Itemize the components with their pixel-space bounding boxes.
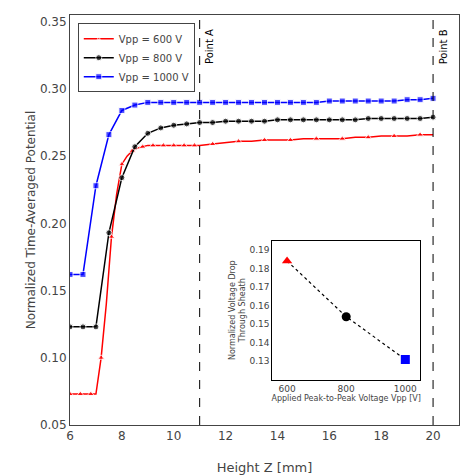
svg-text:0.15: 0.15 bbox=[40, 284, 67, 298]
svg-text:Normalized Voltage DropThrough: Normalized Voltage DropThrough Sheath bbox=[228, 260, 247, 360]
svg-text:10: 10 bbox=[166, 429, 181, 443]
svg-text:Height Z [mm]: Height Z [mm] bbox=[217, 460, 313, 475]
svg-text:800: 800 bbox=[338, 384, 355, 394]
svg-text:0.05: 0.05 bbox=[40, 418, 67, 432]
svg-text:0.10: 0.10 bbox=[40, 351, 67, 365]
svg-text:6: 6 bbox=[66, 429, 74, 443]
svg-text:0.19: 0.19 bbox=[249, 245, 269, 255]
svg-text:0.25: 0.25 bbox=[40, 149, 67, 163]
svg-text:Vpp = 600 V: Vpp = 600 V bbox=[119, 34, 183, 45]
svg-text:8: 8 bbox=[118, 429, 126, 443]
svg-text:0.18: 0.18 bbox=[249, 264, 269, 274]
svg-text:0.14: 0.14 bbox=[249, 338, 269, 348]
svg-text:0.35: 0.35 bbox=[40, 15, 67, 29]
svg-text:1000: 1000 bbox=[394, 384, 417, 394]
svg-text:14: 14 bbox=[270, 429, 285, 443]
svg-text:18: 18 bbox=[374, 429, 389, 443]
svg-text:Applied Peak-to-Peak Voltage V: Applied Peak-to-Peak Voltage Vpp [V] bbox=[271, 394, 421, 403]
svg-text:0.13: 0.13 bbox=[249, 356, 269, 366]
svg-text:600: 600 bbox=[278, 384, 295, 394]
svg-text:0.16: 0.16 bbox=[249, 301, 269, 311]
svg-text:0.20: 0.20 bbox=[40, 217, 67, 231]
svg-text:Normalized Time-Averaged Poten: Normalized Time-Averaged Potential bbox=[24, 111, 38, 330]
svg-text:Vpp = 800 V: Vpp = 800 V bbox=[119, 53, 183, 64]
svg-text:0.15: 0.15 bbox=[249, 319, 269, 329]
svg-text:Point A: Point A bbox=[204, 29, 215, 64]
svg-text:20: 20 bbox=[425, 429, 440, 443]
svg-text:16: 16 bbox=[322, 429, 337, 443]
svg-text:Point B: Point B bbox=[438, 29, 449, 64]
svg-text:Vpp = 1000 V: Vpp = 1000 V bbox=[119, 72, 189, 83]
svg-text:0.30: 0.30 bbox=[40, 82, 67, 96]
svg-text:12: 12 bbox=[218, 429, 233, 443]
svg-text:0.17: 0.17 bbox=[249, 282, 269, 292]
